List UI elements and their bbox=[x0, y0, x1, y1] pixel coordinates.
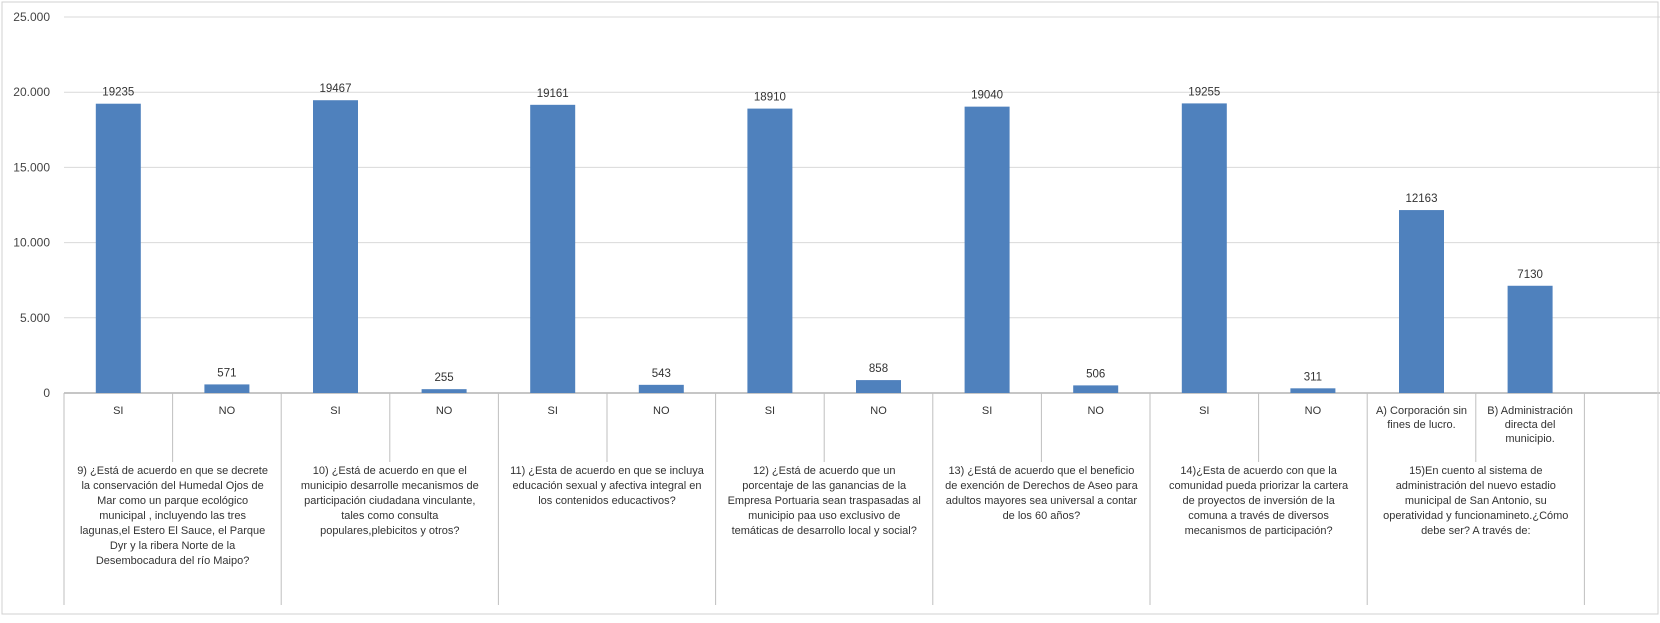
group-label: populares,plebicitos y otros? bbox=[320, 525, 459, 537]
group-label: tales como consulta bbox=[341, 510, 439, 522]
group-label: Desembocadura del río Maipo? bbox=[96, 555, 249, 567]
group-label: lagunas,el Estero El Sauce, el Parque bbox=[80, 525, 265, 537]
category-label: SI bbox=[547, 405, 557, 417]
group-label: Empresa Portuaria sean traspasadas al bbox=[728, 495, 921, 507]
group-label: Mar como un parque ecológico bbox=[97, 495, 248, 507]
group-label: 14)¿Esta de acuerdo con que la bbox=[1180, 465, 1337, 477]
group-label: mecanismos de participación? bbox=[1185, 525, 1333, 537]
bar bbox=[747, 108, 793, 393]
category-label: SI bbox=[330, 405, 340, 417]
bar bbox=[1073, 385, 1119, 393]
y-tick-label: 0 bbox=[43, 386, 50, 400]
data-label: 19161 bbox=[537, 88, 569, 100]
bar bbox=[204, 384, 250, 393]
group-label: municipio paa uso exclusivo de bbox=[748, 510, 900, 522]
bar bbox=[1181, 103, 1227, 394]
data-label: 506 bbox=[1086, 368, 1105, 380]
group-label: la conservación del Humedal Ojos de bbox=[81, 480, 263, 492]
data-label: 12163 bbox=[1406, 193, 1438, 205]
group-label: 9) ¿Está de acuerdo en que se decrete bbox=[77, 465, 268, 477]
y-tick-label: 15.000 bbox=[13, 160, 50, 174]
group-label: comuna a través de diversos bbox=[1188, 510, 1329, 522]
y-tick-label: 10.000 bbox=[13, 236, 50, 250]
data-label: 19040 bbox=[971, 90, 1003, 102]
group-label: 13) ¿Está de acuerdo que el beneficio bbox=[948, 465, 1134, 477]
data-label: 311 bbox=[1304, 371, 1322, 383]
category-label: B) Administración bbox=[1487, 405, 1573, 417]
group-label: municipio desarrolle mecanismos de bbox=[301, 480, 479, 492]
group-label: 11) ¿Esta de acuerdo en que se incluya bbox=[510, 465, 705, 477]
category-label: NO bbox=[1305, 405, 1322, 417]
bar bbox=[421, 389, 467, 393]
y-tick-label: 20.000 bbox=[13, 85, 50, 99]
group-label: Dyr y la ribera Norte de la bbox=[110, 540, 236, 552]
data-label: 18910 bbox=[754, 92, 786, 104]
y-tick-label: 25.000 bbox=[13, 10, 50, 24]
data-label: 7130 bbox=[1517, 269, 1543, 281]
bar bbox=[313, 100, 358, 394]
group-label: administración del nuevo estadio bbox=[1396, 480, 1556, 492]
group-label: participación ciudadana vinculante, bbox=[304, 495, 475, 507]
bar bbox=[1290, 388, 1336, 393]
data-label: 255 bbox=[435, 372, 454, 384]
group-label: de los 60 años? bbox=[1003, 510, 1081, 522]
category-label: NO bbox=[870, 405, 887, 417]
category-label: NO bbox=[1087, 405, 1104, 417]
group-label: 12) ¿Está de acuerdo que un bbox=[753, 465, 895, 477]
data-label: 19255 bbox=[1188, 86, 1220, 98]
category-label: SI bbox=[113, 405, 123, 417]
group-label: temáticas de desarrollo local y social? bbox=[732, 525, 917, 537]
group-label: de proyectos de inversión de la bbox=[1182, 495, 1335, 507]
group-label: educación sexual y afectiva integral en bbox=[513, 480, 702, 492]
group-label: operatividad y funcionamineto.¿Cómo bbox=[1383, 510, 1568, 522]
group-label: debe ser? A través de: bbox=[1421, 525, 1530, 537]
bar bbox=[964, 106, 1010, 393]
category-label: municipio. bbox=[1505, 433, 1555, 445]
group-label: comunidad pueda priorizar la cartera bbox=[1169, 480, 1349, 492]
bar bbox=[530, 104, 576, 394]
group-label: municipal , incluyendo las tres bbox=[99, 510, 246, 522]
group-label: adultos mayores sea universal a contar bbox=[946, 495, 1138, 507]
category-label: NO bbox=[436, 405, 453, 417]
category-label: SI bbox=[765, 405, 775, 417]
bar bbox=[95, 103, 141, 393]
data-label: 19235 bbox=[102, 87, 134, 99]
group-label: 10) ¿Está de acuerdo en que el bbox=[313, 465, 467, 477]
bar bbox=[1399, 210, 1444, 393]
bar bbox=[638, 384, 684, 393]
category-label: NO bbox=[219, 405, 236, 417]
group-label: municipal de San Antonio, su bbox=[1405, 495, 1547, 507]
group-label: los contenidos educactivos? bbox=[538, 495, 676, 507]
y-tick-label: 5.000 bbox=[20, 311, 50, 325]
data-label: 543 bbox=[652, 368, 671, 380]
data-label: 19467 bbox=[320, 83, 352, 95]
group-label: 15)En cuento al sistema de bbox=[1409, 465, 1542, 477]
group-label: porcentaje de las ganancias de la bbox=[742, 480, 907, 492]
category-label: SI bbox=[982, 405, 992, 417]
bar bbox=[1507, 285, 1553, 393]
data-label: 571 bbox=[217, 367, 236, 379]
data-label: 858 bbox=[869, 363, 888, 375]
category-label: A) Corporación sin bbox=[1376, 405, 1467, 417]
category-label: NO bbox=[653, 405, 670, 417]
group-label: de exención de Derechos de Aseo para bbox=[945, 480, 1139, 492]
category-label: SI bbox=[1199, 405, 1209, 417]
bar bbox=[856, 380, 901, 393]
category-label: directa del bbox=[1505, 419, 1556, 431]
category-label: fines de lucro. bbox=[1387, 419, 1455, 431]
